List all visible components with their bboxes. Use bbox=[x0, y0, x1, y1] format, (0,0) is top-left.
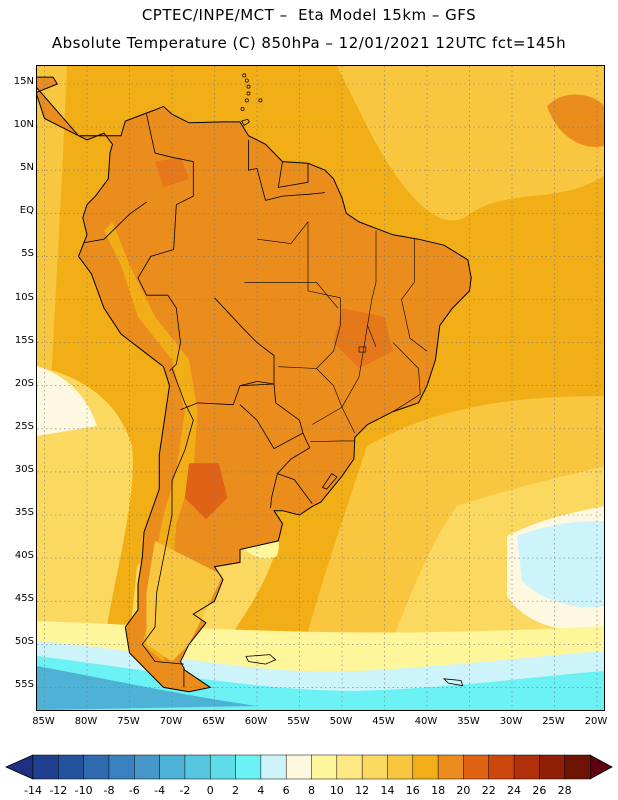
colorbar-swatch bbox=[413, 755, 439, 779]
colorbar-swatch bbox=[438, 755, 464, 779]
lat-tick-label: 55S bbox=[2, 679, 34, 690]
lon-tick-label: 30W bbox=[491, 716, 531, 727]
colorbar-swatch bbox=[261, 755, 287, 779]
lat-tick-label: 20S bbox=[2, 378, 34, 389]
colorbar-swatch bbox=[109, 755, 135, 779]
colorbar-swatch bbox=[134, 755, 160, 779]
temperature-field bbox=[37, 66, 604, 710]
colorbar-swatch bbox=[210, 755, 236, 779]
lon-tick-label: 70W bbox=[151, 716, 191, 727]
colorbar-swatch bbox=[463, 755, 489, 779]
lat-tick-label: EQ bbox=[2, 205, 34, 216]
colorbar-swatch bbox=[312, 755, 338, 779]
colorbar bbox=[0, 748, 618, 782]
colorbar-swatch bbox=[337, 755, 363, 779]
lon-tick-label: 40W bbox=[406, 716, 446, 727]
colorbar-swatch bbox=[236, 755, 262, 779]
lat-tick-label: 10N bbox=[2, 119, 34, 130]
colorbar-swatch bbox=[286, 755, 312, 779]
lon-tick-label: 60W bbox=[236, 716, 276, 727]
colorbar-swatch bbox=[387, 755, 413, 779]
lon-tick-label: 25W bbox=[534, 716, 574, 727]
colorbar-swatch bbox=[362, 755, 388, 779]
colorbar-swatch bbox=[489, 755, 515, 779]
lon-tick-label: 65W bbox=[194, 716, 234, 727]
lat-tick-label: 25S bbox=[2, 421, 34, 432]
lat-tick-label: 30S bbox=[2, 464, 34, 475]
colorbar-tick-label: 28 bbox=[550, 784, 580, 797]
temperature-map bbox=[37, 66, 604, 710]
lon-tick-label: 75W bbox=[109, 716, 149, 727]
lon-tick-label: 80W bbox=[66, 716, 106, 727]
map-title-line-2: Absolute Temperature (C) 850hPa – 12/01/… bbox=[0, 34, 618, 52]
lat-tick-label: 50S bbox=[2, 636, 34, 647]
lat-tick-label: 45S bbox=[2, 593, 34, 604]
colorbar-swatch bbox=[84, 755, 110, 779]
lon-tick-label: 50W bbox=[321, 716, 361, 727]
lat-tick-label: 10S bbox=[2, 292, 34, 303]
colorbar-swatch bbox=[160, 755, 186, 779]
colorbar-swatch bbox=[58, 755, 84, 779]
lon-tick-label: 55W bbox=[279, 716, 319, 727]
map-title-line-1: CPTEC/INPE/MCT – Eta Model 15km – GFS bbox=[0, 6, 618, 24]
lon-tick-label: 85W bbox=[24, 716, 64, 727]
colorbar-over-triangle bbox=[590, 755, 612, 779]
lon-tick-label: 45W bbox=[364, 716, 404, 727]
temperature-map-panel bbox=[36, 65, 605, 711]
colorbar-swatch bbox=[539, 755, 565, 779]
lat-tick-label: 35S bbox=[2, 507, 34, 518]
lat-tick-label: 15S bbox=[2, 335, 34, 346]
colorbar-swatch bbox=[33, 755, 59, 779]
lat-tick-label: 15N bbox=[2, 76, 34, 87]
colorbar-under-triangle bbox=[6, 755, 33, 779]
colorbar-swatch bbox=[565, 755, 591, 779]
lat-tick-label: 5S bbox=[2, 248, 34, 259]
colorbar-swatch bbox=[514, 755, 540, 779]
lon-tick-label: 20W bbox=[576, 716, 616, 727]
colorbar-swatch bbox=[185, 755, 211, 779]
lat-tick-label: 40S bbox=[2, 550, 34, 561]
lat-tick-label: 5N bbox=[2, 162, 34, 173]
lon-tick-label: 35W bbox=[449, 716, 489, 727]
